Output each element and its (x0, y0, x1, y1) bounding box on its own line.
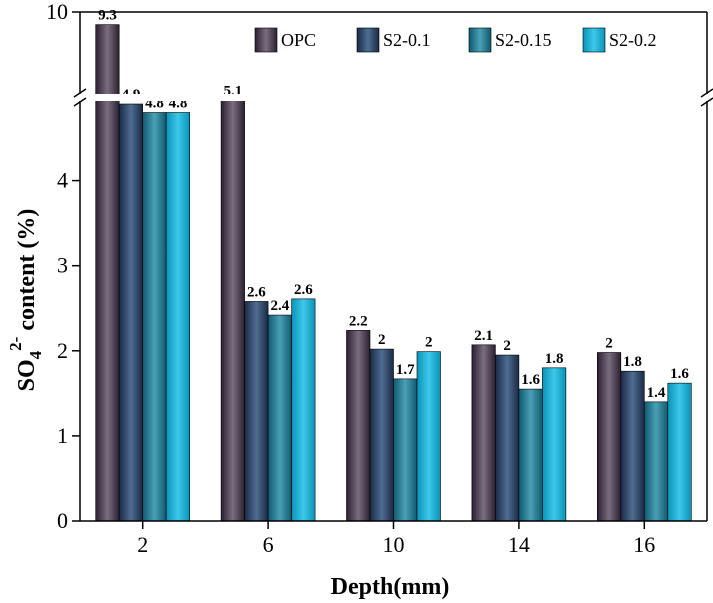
data-label: 1.6 (521, 372, 540, 388)
bar-S2-0.15-2 (142, 112, 167, 522)
y-tick-label: 2 (57, 338, 68, 363)
data-label: 2.6 (247, 284, 266, 300)
y-tick-label: 0 (57, 508, 68, 533)
bar-S2-0.2-10 (416, 351, 441, 522)
axis-break-mark (700, 88, 713, 98)
bar-S2-0.2-16 (667, 382, 692, 522)
bar-S2-0.2-14 (542, 367, 567, 522)
data-label: 2 (425, 335, 433, 351)
plot-area: 9.34.94.84.825.12.62.42.662.221.72102.12… (46, 0, 713, 557)
bar-S2-0.1-6 (244, 301, 269, 522)
y-tick-label: 3 (57, 253, 68, 278)
data-label: 9.3 (98, 8, 117, 24)
data-label: 2 (605, 335, 613, 351)
data-label: 1.6 (670, 366, 689, 382)
axis-break-mark (700, 97, 713, 107)
axis-break-gap (76, 94, 707, 101)
data-label: 1.8 (545, 351, 564, 367)
bar-S2-0.15-16 (643, 401, 669, 522)
x-tick-label: 2 (137, 532, 148, 557)
bar-S2-0.15-10 (393, 378, 418, 522)
data-label: 2.1 (474, 328, 493, 344)
legend-swatch-S2-0.2 (582, 27, 606, 53)
bar-S2-0.1-2 (118, 103, 143, 522)
bar-OPC-10 (346, 330, 371, 522)
bar-S2-0.15-6 (267, 314, 292, 522)
bar-S2-0.2-6 (291, 298, 316, 522)
bar-OPC-6 (220, 100, 245, 522)
x-tick-label: 6 (263, 532, 274, 557)
bar-S2-0.1-16 (620, 370, 645, 522)
legend-label: OPC (281, 30, 316, 50)
legend-swatch-S2-0.15 (468, 27, 492, 53)
legend-label: S2-0.2 (609, 30, 657, 50)
data-label: 1.7 (396, 362, 415, 378)
data-label: 2 (378, 332, 386, 348)
data-label: 1.4 (647, 385, 666, 401)
data-label: 2.2 (349, 313, 368, 329)
bar-OPC-16 (596, 352, 622, 522)
x-tick-label: 14 (508, 532, 530, 557)
y-tick-label: 1 (57, 423, 68, 448)
legend-label: S2-0.1 (383, 30, 431, 50)
x-tick-label: 16 (633, 532, 655, 557)
data-label: 2.4 (270, 298, 289, 314)
data-label: 2.6 (294, 282, 313, 298)
x-tick-label: 10 (383, 532, 405, 557)
bar-OPC-14 (471, 344, 496, 522)
data-label: 1.8 (623, 354, 642, 370)
x-axis-title: Depth(mm) (331, 574, 450, 600)
y-axis-title: SO42- content (%) (6, 209, 45, 392)
bar-S2-0.1-14 (495, 354, 520, 522)
bar-S2-0.1-10 (369, 348, 394, 522)
bar-S2-0.2-2 (165, 112, 190, 522)
legend: OPC S2-0.1 S2-0.15 S2-0.2 (254, 27, 657, 53)
axis-break-mark (73, 88, 87, 98)
y-tick-label: 10 (46, 0, 68, 24)
y-tick-label: 4 (57, 168, 68, 193)
legend-swatch-OPC (254, 27, 278, 53)
legend-swatch-S2-0.1 (356, 27, 380, 53)
bar-S2-0.15-14 (518, 388, 543, 522)
legend-label: S2-0.15 (495, 30, 552, 50)
axis-break-mark (73, 97, 87, 107)
data-label: 2 (503, 338, 511, 354)
